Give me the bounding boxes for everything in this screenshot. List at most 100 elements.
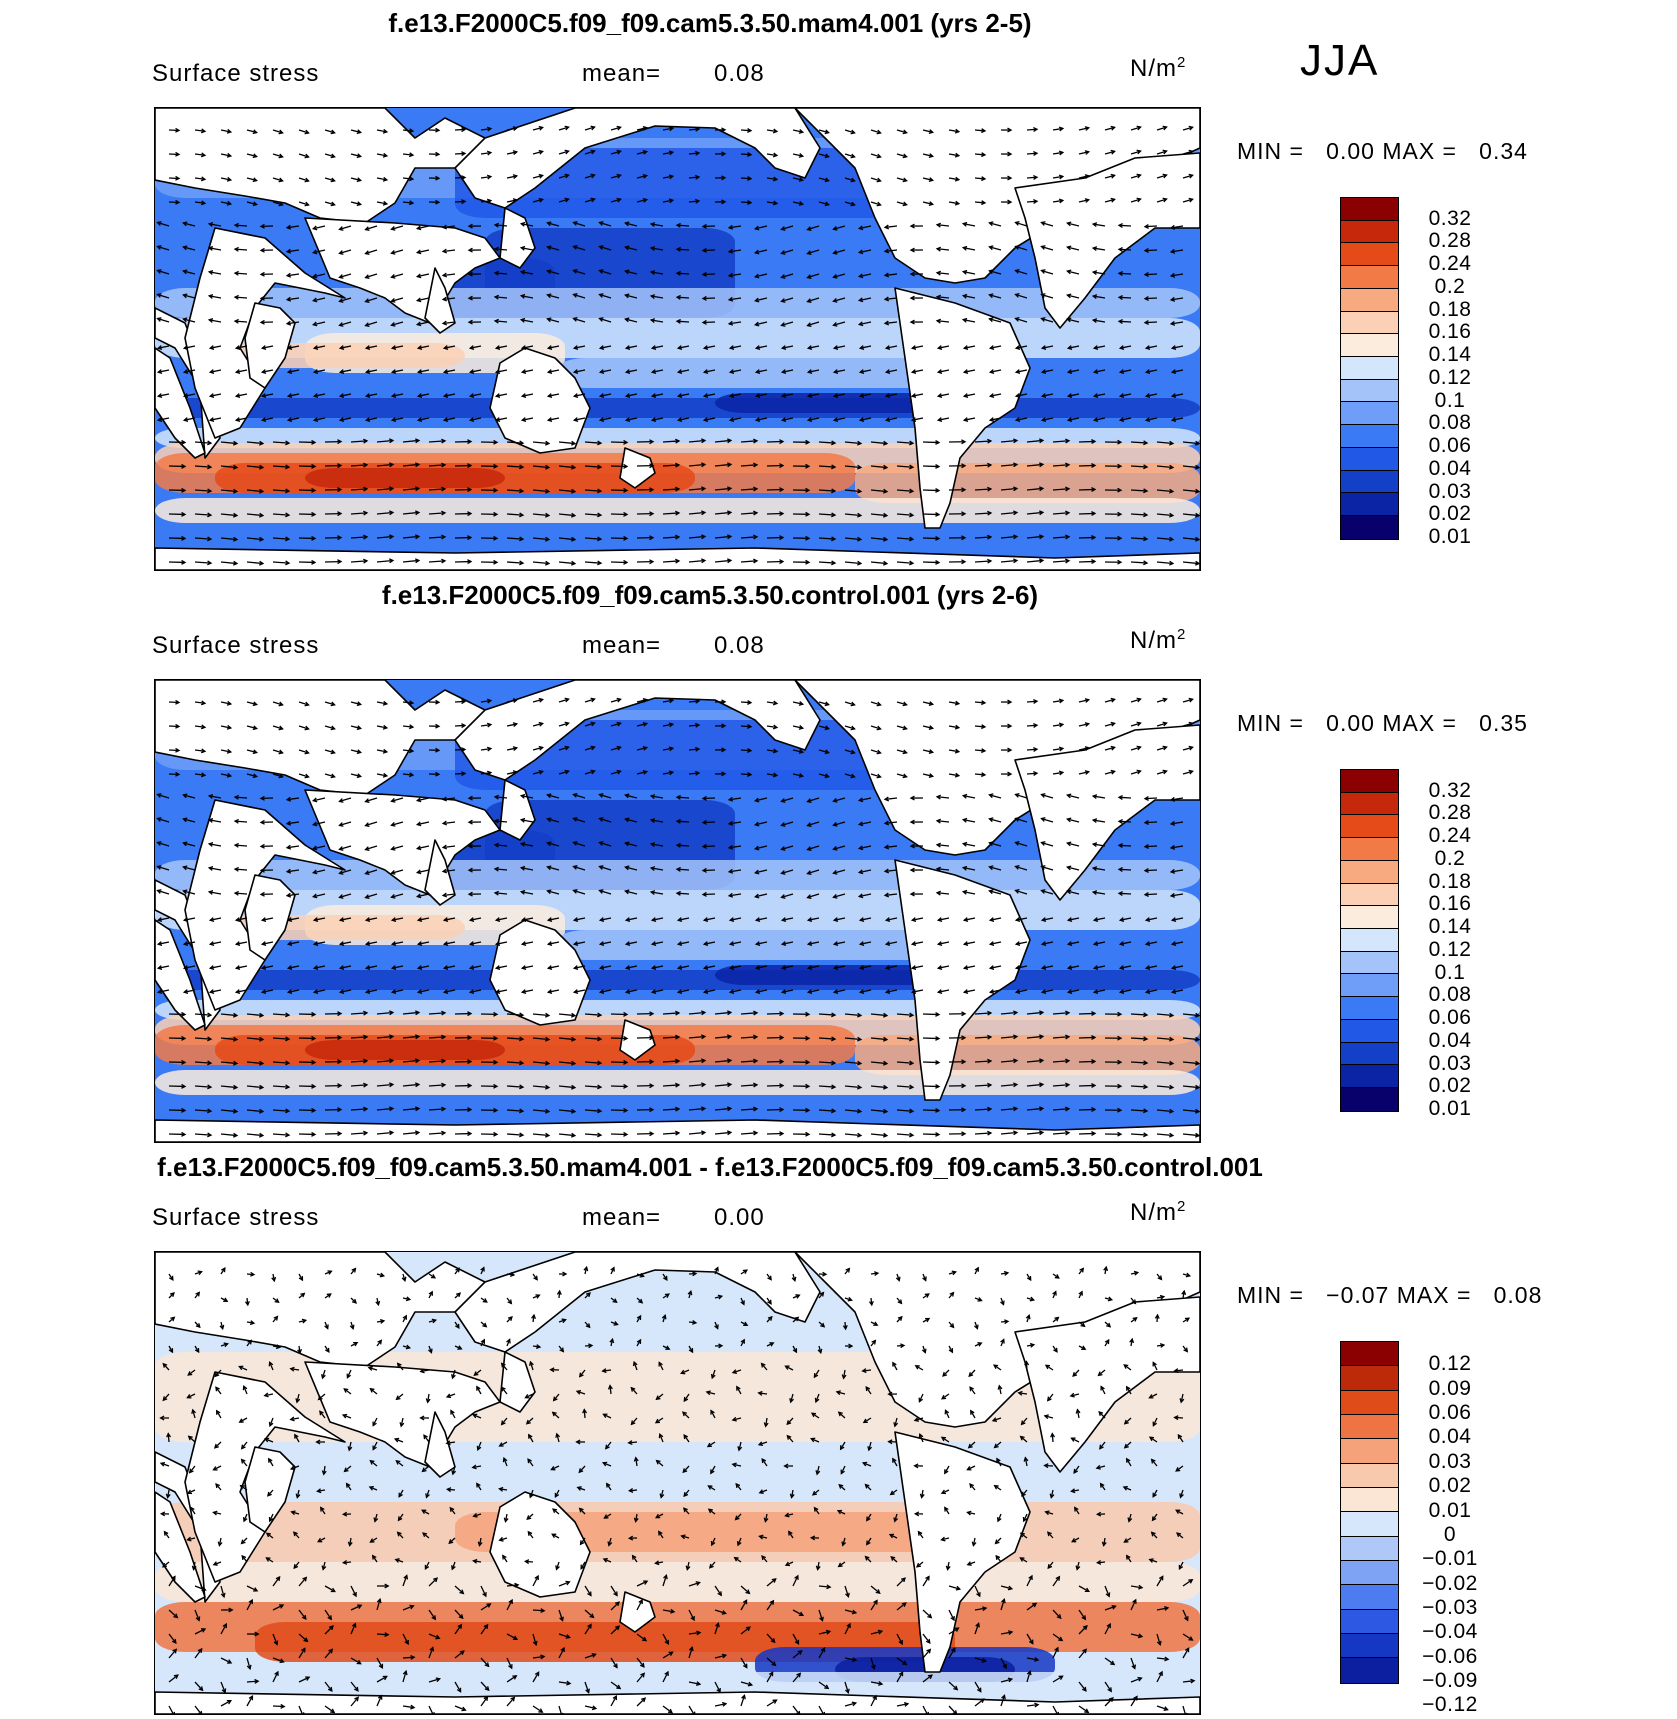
colorbar-tick-label: 0.04 [1428,456,1472,480]
colorbar-tick-label: 0.2 [1434,846,1466,870]
colorbar-tick-label: 0 [1443,1522,1457,1546]
contour-band [155,970,1200,990]
colorbar-tick-label: 0.28 [1428,801,1472,825]
colorbar-swatch [1341,1088,1398,1111]
colorbar-swatch [1341,1390,1398,1416]
units-label: N/m2 [1130,54,1187,82]
colorbar-swatch [1341,470,1398,494]
coastline [244,874,296,961]
colorbar-swatch [1341,493,1398,517]
colorbar-tick-label: 0.09 [1428,1376,1472,1400]
map-panel-mam4 [154,107,1201,571]
coastline [424,1411,456,1478]
colorbar-swatch [1341,974,1398,998]
colorbar-tick-label: 0.06 [1428,1401,1472,1425]
mean-value: 0.08 [714,632,765,659]
mean-label: mean= [582,632,662,659]
colorbar-swatch [1341,1609,1398,1635]
coastline [155,347,206,459]
panel-title: f.e13.F2000C5.f09_f09.cam5.3.50.mam4.001… [388,8,1032,38]
coastline [489,919,591,1026]
colorbar-tick-label: 0.04 [1428,1425,1472,1449]
colorbar-tick-label: 0.24 [1428,252,1472,276]
panel-title: f.e13.F2000C5.f09_f09.cam5.3.50.control.… [381,580,1039,610]
colorbar [1340,197,1399,540]
colorbar-tick-label: 0.12 [1428,1352,1472,1376]
colorbar-swatch [1341,792,1398,816]
map-panel-difference [154,1251,1201,1715]
contour-band [555,358,1005,388]
variable-label: Surface stress [152,632,320,659]
colorbar-tick-label: 0.18 [1428,297,1472,321]
mean-value: 0.08 [714,60,765,87]
colorbar-swatch [1341,266,1398,289]
season-label: JJA [1300,36,1380,85]
contour-band [155,498,1200,523]
mean-label: mean= [582,60,662,87]
coastline [244,302,296,389]
colorbar [1340,769,1399,1112]
colorbar-swatch [1341,1512,1398,1537]
colorbar-swatch [1341,1366,1398,1391]
colorbar-tick-label: 0.14 [1428,915,1472,939]
mean-value: 0.00 [714,1204,765,1231]
colorbar-swatch [1341,243,1398,267]
colorbar-swatch [1341,198,1398,221]
coastline [155,1491,206,1603]
colorbar-swatch [1341,1342,1398,1367]
contour-band [155,1070,1200,1095]
coastline [619,1591,656,1633]
colorbar-tick-label: 0.24 [1428,824,1472,848]
colorbar-swatch [1341,425,1398,448]
coastline [489,347,591,454]
colorbar-tick-label: 0.02 [1428,502,1472,526]
coastline [424,267,456,334]
colorbar-tick-label: −0.04 [1422,1620,1478,1644]
colorbar-tick-label: 0.06 [1428,1006,1472,1030]
colorbar-tick-label: 0.01 [1428,1097,1472,1120]
stress-vectors [156,697,1200,1138]
colorbar-tick-label: 0.01 [1428,1498,1472,1522]
coastline [619,1019,656,1061]
min-max-readout: MIN = 0.00 MAX = 0.34 [1237,138,1528,164]
coastline [454,1252,821,1353]
colorbar-swatch [1341,1658,1398,1683]
colorbar-swatch [1341,1065,1398,1089]
coastline [184,1371,346,1583]
colorbar-tick-label: 0.03 [1428,479,1472,503]
colorbar-swatch [1341,906,1398,930]
coastline [155,1691,1200,1714]
colorbar-tick-label: 0.28 [1428,229,1472,253]
variable-label: Surface stress [152,60,320,87]
colorbar-swatch [1341,929,1398,952]
coastline [894,287,1031,529]
coastline [155,1119,1200,1142]
colorbar-swatch [1341,1561,1398,1586]
colorbar-tick-label: 0.14 [1428,343,1472,367]
contour-band [855,463,1200,503]
colorbar-tick-label: −0.03 [1422,1595,1478,1619]
coastline [1014,152,1200,329]
colorbar-swatch [1341,1415,1398,1440]
colorbar-swatch [1341,516,1398,539]
colorbar-swatch [1341,997,1398,1020]
stress-vectors [159,1265,1196,1714]
colorbar-swatch [1341,951,1398,975]
colorbar-tick-label: 0.02 [1428,1474,1472,1498]
colorbar-tick-label: −0.01 [1422,1547,1478,1571]
contour-band [155,398,1200,418]
mean-label: mean= [582,1204,662,1231]
colorbar-tick-label: 0.32 [1428,778,1472,802]
colorbar [1340,1341,1399,1684]
units-label: N/m2 [1130,1198,1187,1226]
colorbar-tick-label: −0.09 [1422,1669,1478,1692]
colorbar-tick-label: 0.12 [1428,937,1472,961]
contour-band [155,1442,1200,1502]
colorbar-swatch [1341,379,1398,403]
colorbar-swatch [1341,883,1398,907]
colorbar-tick-label: 0.06 [1428,434,1472,458]
colorbar-tick-label: −0.06 [1422,1644,1478,1668]
colorbar-tick-label: 0.1 [1434,388,1466,412]
units-label: N/m2 [1130,626,1187,654]
colorbar-swatch [1341,1463,1398,1489]
